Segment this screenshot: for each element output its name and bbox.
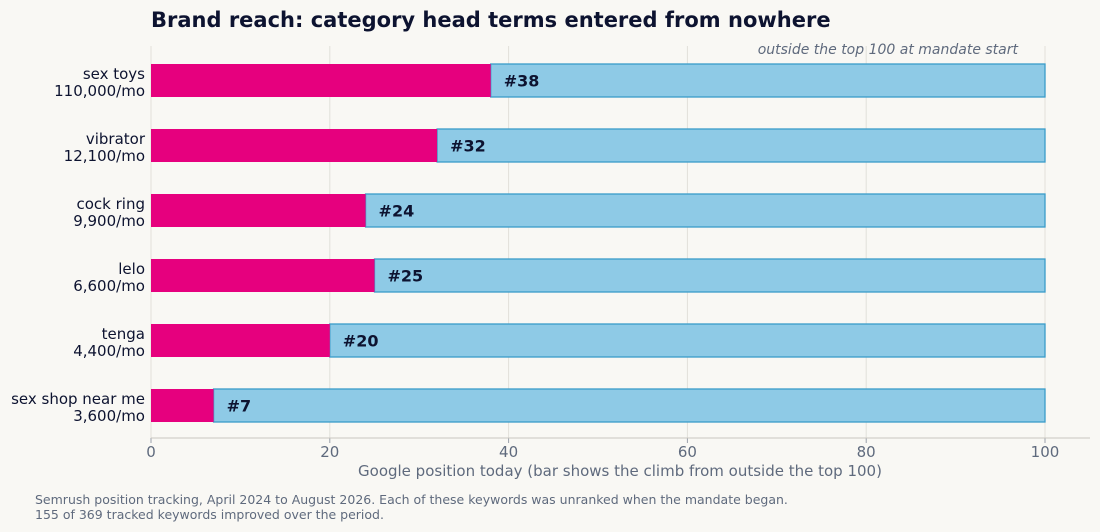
category-volume: 4,400/mo bbox=[73, 342, 145, 360]
category-term: vibrator bbox=[86, 130, 146, 148]
bar-value-label: #38 bbox=[504, 72, 540, 91]
climb-bar bbox=[329, 323, 1046, 358]
x-tick-label: 0 bbox=[146, 443, 156, 461]
x-tick-label: 100 bbox=[1031, 443, 1060, 461]
climb-bar bbox=[490, 63, 1046, 98]
footnote-line-1: Semrush position tracking, April 2024 to… bbox=[35, 492, 788, 507]
bar-chart: Brand reach: category head terms entered… bbox=[11, 8, 1090, 480]
position-bar bbox=[151, 64, 491, 97]
x-tick-label: 80 bbox=[857, 443, 876, 461]
bar-series: #38 #32 #24 #25 #20 #7 bbox=[151, 63, 1046, 423]
climb-bar bbox=[212, 388, 1046, 423]
position-bar bbox=[151, 259, 375, 292]
chart-annotation: outside the top 100 at mandate start bbox=[758, 42, 1019, 58]
chart-title: Brand reach: category head terms entered… bbox=[151, 8, 831, 32]
climb-bar bbox=[364, 193, 1046, 228]
bar-value-label: #24 bbox=[379, 202, 415, 221]
x-tick-label: 40 bbox=[499, 443, 518, 461]
position-bar bbox=[151, 194, 366, 227]
category-volume: 110,000/mo bbox=[54, 82, 145, 100]
bar-value-label: #20 bbox=[343, 332, 379, 351]
x-axis-label: Google position today (bar shows the cli… bbox=[358, 462, 882, 480]
bar-value-label: #25 bbox=[388, 267, 424, 286]
footnote-line-2: 155 of 369 tracked keywords improved ove… bbox=[35, 507, 384, 522]
category-term: sex toys bbox=[83, 65, 145, 83]
grid-lines bbox=[150, 46, 1046, 438]
climb-bar bbox=[373, 258, 1046, 293]
x-tick-label: 20 bbox=[320, 443, 339, 461]
position-bar bbox=[151, 324, 330, 357]
category-volume: 3,600/mo bbox=[73, 407, 145, 425]
bar-value-label: #7 bbox=[227, 397, 252, 416]
category-volume: 9,900/mo bbox=[73, 212, 145, 230]
category-volume: 6,600/mo bbox=[73, 277, 145, 295]
x-axis: 0 20 40 60 80 100 bbox=[146, 437, 1090, 461]
footnote: Semrush position tracking, April 2024 to… bbox=[35, 492, 788, 522]
category-volume: 12,100/mo bbox=[64, 147, 145, 165]
bar-value-label: #32 bbox=[450, 137, 486, 156]
climb-bar bbox=[436, 128, 1046, 163]
category-term: tenga bbox=[102, 325, 145, 343]
x-tick-label: 60 bbox=[678, 443, 697, 461]
position-bar bbox=[151, 129, 438, 162]
category-term: sex shop near me bbox=[11, 390, 145, 408]
category-term: lelo bbox=[118, 260, 145, 278]
position-bar bbox=[151, 389, 214, 422]
category-term: cock ring bbox=[77, 195, 146, 213]
